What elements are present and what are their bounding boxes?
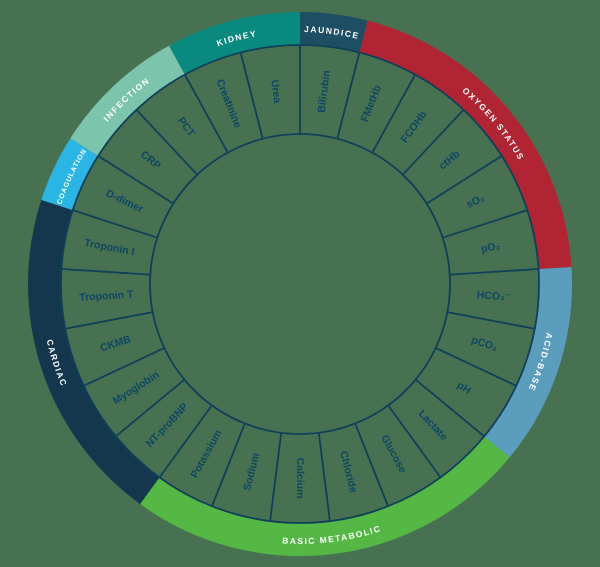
wedge-divider (415, 378, 485, 437)
wedge-divider (435, 347, 517, 387)
wedge-divider (336, 52, 361, 139)
wedge-divider (115, 378, 185, 437)
wedge-divider (447, 311, 535, 330)
wedge-divider (184, 74, 229, 154)
wedge-grid (60, 44, 540, 524)
wedge-divider (402, 109, 465, 176)
category-arc-jaundice (299, 11, 368, 53)
test-label-po2: pO₂ (480, 240, 501, 255)
category-arc-cardiac (28, 199, 160, 505)
wedge-divider (135, 109, 198, 176)
wedge-divider (61, 268, 151, 276)
test-label-bilirubin: Bilirubin (316, 70, 333, 114)
category-arc-infection (70, 45, 186, 157)
wedge-divider (449, 268, 539, 276)
wedge-divider (387, 404, 442, 478)
wedge-divider (239, 52, 264, 139)
wedge-divider (354, 423, 389, 507)
wedge-divider (371, 74, 416, 154)
test-label-urea: Urea (268, 79, 283, 104)
category-arc-basic-metabolic (140, 436, 510, 557)
wedge-divider (97, 155, 174, 205)
wedge-divider (426, 155, 503, 205)
wedge-divider (442, 209, 528, 239)
wedge-divider (72, 209, 158, 239)
wedge-divider (317, 432, 331, 522)
test-label-hco3: HCO₃⁻ (476, 289, 510, 303)
category-arc-coagulation (41, 138, 99, 211)
test-label-troponin-t: Troponin T (79, 288, 134, 303)
wedge-divider (269, 432, 283, 522)
wedge-divider (65, 311, 153, 330)
wedge-divider (211, 423, 246, 507)
wedge-divider (83, 347, 165, 387)
category-arc-oxygen-status (359, 20, 572, 270)
category-ring (28, 11, 572, 557)
category-arc-kidney (168, 12, 301, 75)
wedge-divider (158, 404, 213, 478)
test-label-calcium: Calcium (294, 458, 306, 499)
category-arc-acid-base (484, 266, 572, 458)
